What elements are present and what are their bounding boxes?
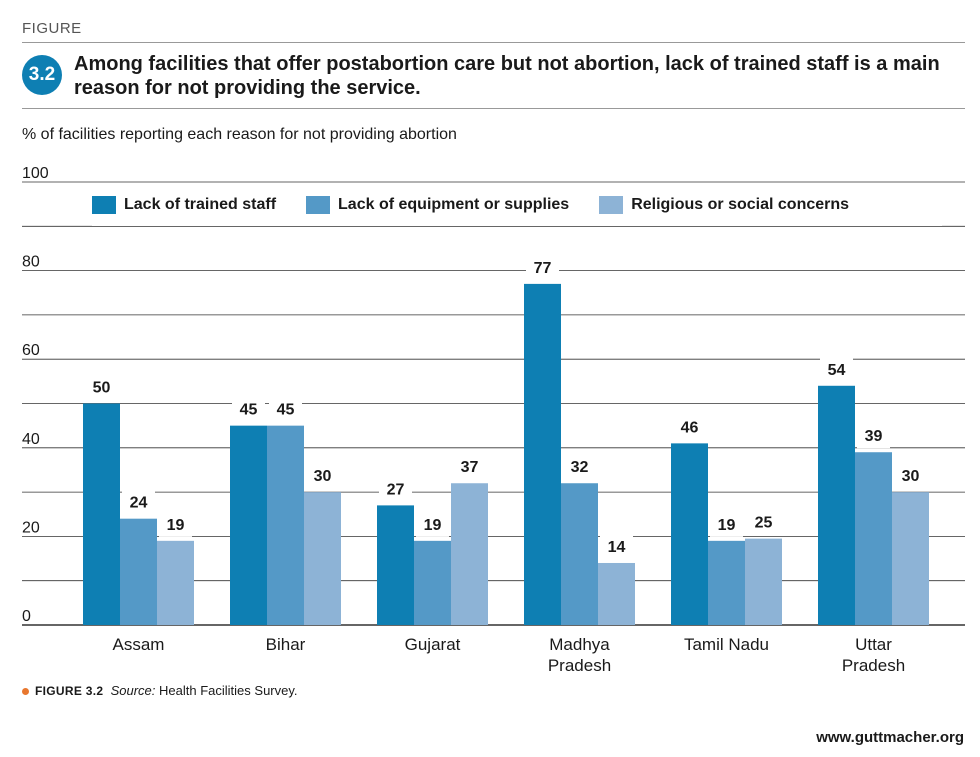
bar-2 <box>414 540 451 625</box>
value-label-bg <box>379 475 412 502</box>
bar-1 <box>230 425 267 625</box>
chart-legend: Lack of trained staff Lack of equipment … <box>92 184 942 226</box>
bar-3 <box>304 492 341 625</box>
value-label-bg <box>416 510 449 537</box>
value-label: 32 <box>571 459 589 476</box>
value-label: 50 <box>93 380 111 397</box>
bar-1 <box>524 283 561 625</box>
bar-3 <box>745 538 782 625</box>
value-label: 19 <box>167 517 185 534</box>
bar-2 <box>120 518 157 625</box>
value-label-bg <box>526 253 559 280</box>
value-label-bg <box>820 355 853 382</box>
value-label-bg <box>122 488 155 515</box>
category-label: Pradesh <box>548 656 611 675</box>
value-label-bg <box>269 395 302 422</box>
value-label-bg <box>232 395 265 422</box>
chart-title: Among facilities that offer postabortion… <box>74 53 940 99</box>
bar-2 <box>267 425 304 625</box>
value-label: 46 <box>681 419 699 436</box>
figure-kicker: FIGURE <box>22 20 82 37</box>
bar-1 <box>83 403 120 625</box>
value-label: 30 <box>314 468 332 485</box>
value-label: 54 <box>828 362 846 379</box>
source-note: FIGURE 3.2 Source: Health Facilities Sur… <box>22 683 298 698</box>
value-label: 77 <box>534 260 552 277</box>
bar-1 <box>818 385 855 625</box>
value-label-bg <box>857 422 890 449</box>
value-label: 45 <box>240 402 258 419</box>
bar-2 <box>561 483 598 625</box>
legend-label: Lack of trained staff <box>124 196 277 213</box>
value-label: 27 <box>387 481 405 498</box>
source-text: Health Facilities Survey. <box>159 683 298 698</box>
value-label-bg <box>600 532 633 559</box>
value-label: 24 <box>130 495 148 512</box>
y-tick-label: 0 <box>22 608 31 625</box>
source-label: Source: <box>110 683 156 698</box>
top-rule <box>22 42 965 43</box>
value-label: 25 <box>755 515 773 532</box>
category-label: Uttar <box>855 635 892 654</box>
value-label: 19 <box>424 517 442 534</box>
category-label: Gujarat <box>405 635 461 654</box>
value-label-bg <box>747 508 780 535</box>
value-label: 39 <box>865 428 883 445</box>
figure-number-badge: 3.2 <box>22 55 62 95</box>
bar-3 <box>598 562 635 625</box>
category-label: Tamil Nadu <box>684 635 769 654</box>
y-tick-label: 80 <box>22 254 40 271</box>
category-label: Madhya <box>549 635 610 654</box>
bar-3 <box>451 483 488 625</box>
value-label-bg <box>894 462 927 489</box>
bullet-icon <box>22 688 29 696</box>
y-tick-label: 40 <box>22 431 40 448</box>
legend-label: Lack of equipment or supplies <box>338 196 570 213</box>
value-label: 19 <box>718 517 736 534</box>
bar-1 <box>377 505 414 625</box>
value-label-bg <box>453 453 486 480</box>
bar-2 <box>708 540 745 625</box>
bar-2 <box>855 452 892 625</box>
y-tick-label: 100 <box>22 165 49 182</box>
value-label-bg <box>306 462 339 489</box>
bar-1 <box>671 443 708 625</box>
value-label: 45 <box>277 402 295 419</box>
value-label-bg <box>563 453 596 480</box>
y-tick-label: 60 <box>22 342 40 359</box>
legend-swatch <box>306 196 331 214</box>
legend-swatch <box>599 196 624 214</box>
bar-chart: 0 20 40 60 80 100 50 24 19 Assam 45 45 30 Bihar 27 19 37… <box>22 165 965 675</box>
value-label: 14 <box>608 539 626 556</box>
legend-item-religious: Religious or social concerns <box>599 196 849 214</box>
legend-item-trained-staff: Lack of trained staff <box>92 196 276 214</box>
site-url: www.guttmacher.org <box>816 729 964 746</box>
legend-swatch <box>92 196 116 214</box>
y-tick-label: 20 <box>22 519 40 536</box>
bar-3 <box>157 540 194 625</box>
y-axis-label: % of facilities reporting each reason fo… <box>22 126 457 143</box>
value-label-bg <box>710 510 743 537</box>
bar-3 <box>892 492 929 625</box>
category-label: Assam <box>113 635 165 654</box>
figure-label: FIGURE 3.2 <box>35 684 104 698</box>
legend-item-equipment: Lack of equipment or supplies <box>306 196 569 214</box>
value-label-bg <box>159 510 192 537</box>
value-label: 37 <box>461 459 479 476</box>
value-label-bg <box>85 373 118 400</box>
category-label: Bihar <box>266 635 306 654</box>
value-label: 30 <box>902 468 920 485</box>
category-label: Pradesh <box>842 656 905 675</box>
legend-label: Religious or social concerns <box>631 196 850 213</box>
title-rule <box>22 108 965 109</box>
value-label-bg <box>673 413 706 440</box>
